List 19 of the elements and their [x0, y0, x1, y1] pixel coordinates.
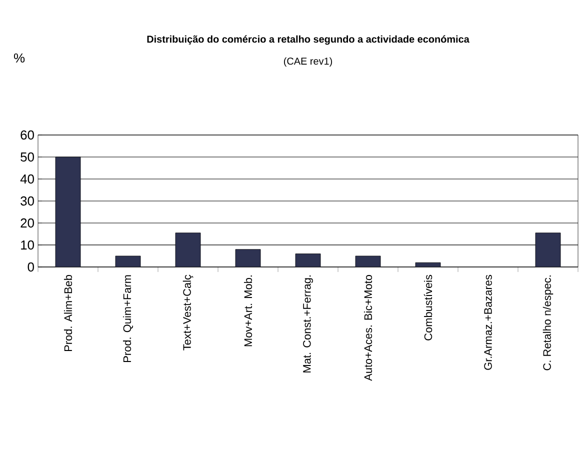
y-tick-label: 20	[20, 218, 34, 228]
y-tick-label: 30	[20, 196, 34, 206]
y-tick-label: 0	[28, 262, 34, 272]
y-tick-label: 50	[20, 152, 34, 162]
x-tick-label: Mov+Art. Mob.	[244, 276, 252, 346]
chart-subtitle: (CAE rev1)	[284, 57, 332, 67]
x-tick-label: Gr.Armaz.+Bazares	[484, 274, 492, 370]
y-tick-label: 60	[20, 130, 34, 140]
chart-title: Distribuição do comércio a retalho segundo a actividade económica	[147, 35, 470, 45]
x-tick-label: Prod. Alim+Beb	[64, 274, 72, 352]
x-tick-label: Mat. Const.+Ferrag.	[303, 276, 313, 372]
y-tick-label: 10	[21, 240, 34, 250]
x-tick-label: Text+Vest+Calç	[182, 274, 194, 350]
text: %	[14, 53, 25, 63]
x-tick-label: Combustíveis	[424, 274, 432, 340]
y-tick-label: 40	[20, 174, 34, 184]
x-tick-label: C. Retalho n/espec.	[542, 276, 554, 370]
x-tick-label: Prod. Quim+Farm	[123, 275, 134, 362]
x-tick-label: Auto+Aces. Bic+Moto	[364, 274, 372, 381]
